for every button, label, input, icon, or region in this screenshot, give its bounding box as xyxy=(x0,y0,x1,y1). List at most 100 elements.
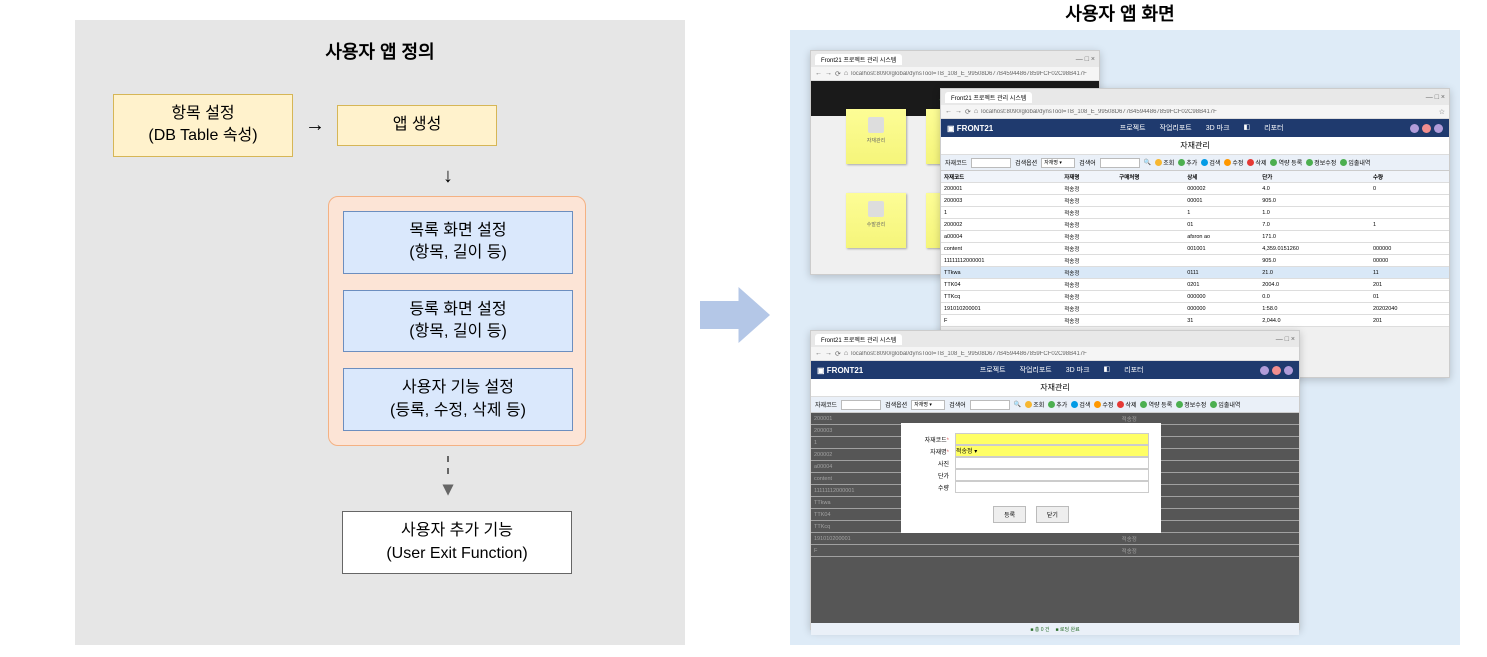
toolbar-button[interactable]: 역량 등록 xyxy=(1270,158,1302,167)
toolbar-button[interactable]: 검색 xyxy=(1071,400,1090,409)
table-row[interactable]: TTkwa적송정011121.011 xyxy=(941,267,1449,279)
browser-tab[interactable]: Front21 프로젝트 관리 시스템 xyxy=(945,92,1032,103)
window-controls[interactable]: — □ × xyxy=(1426,94,1445,101)
form-label: 단가 xyxy=(913,471,949,480)
toolbar-button[interactable]: 역량 등록 xyxy=(1140,400,1172,409)
column-header[interactable]: 상세 xyxy=(1184,171,1259,183)
field-search[interactable] xyxy=(1100,158,1140,168)
box-user-functions: 사용자 기능 설정 (등록, 수정, 삭제 등) xyxy=(343,368,573,431)
nav-back-icon[interactable]: ← xyxy=(815,350,822,357)
user-icon[interactable] xyxy=(1422,124,1431,133)
user-icon[interactable] xyxy=(1284,366,1293,375)
save-button[interactable]: 등록 xyxy=(993,506,1026,523)
field-option[interactable]: 자재명 ▾ xyxy=(911,400,945,410)
table-row[interactable]: 200002적송정017.01 xyxy=(941,219,1449,231)
right-panel-title: 사용자 앱 화면 xyxy=(970,0,1270,26)
box-line: (등록, 수정, 삭제 등) xyxy=(356,400,560,422)
nav-fwd-icon[interactable]: → xyxy=(825,350,832,357)
table-row[interactable]: 200003적송정00001905.0 xyxy=(941,195,1449,207)
field-code[interactable] xyxy=(841,400,881,410)
nav-item[interactable]: 프로젝트 xyxy=(1120,123,1146,133)
field-search[interactable] xyxy=(970,400,1010,410)
statusbar: ■ 총 0 건 ■ 로딩 완료 xyxy=(811,623,1299,635)
app-logo[interactable]: ▣ FRONT21 xyxy=(947,124,993,133)
nav-item[interactable]: 리포터 xyxy=(1264,123,1283,133)
nav-home-icon[interactable]: ⌂ xyxy=(974,108,978,115)
nav-home-icon[interactable]: ⌂ xyxy=(844,350,848,357)
toolbar-button[interactable]: 정보수정 xyxy=(1176,400,1206,409)
nav-item[interactable]: 작업리포트 xyxy=(1160,123,1192,133)
column-header[interactable]: 자재명 xyxy=(1061,171,1116,183)
nav-reload-icon[interactable]: ⟳ xyxy=(965,108,971,116)
nav-back-icon[interactable]: ← xyxy=(945,108,952,115)
label: 검색어 xyxy=(1079,158,1096,167)
form-input[interactable] xyxy=(955,433,1149,445)
column-header[interactable]: 수량 xyxy=(1370,171,1449,183)
table-row[interactable]: TTK04적송정02012004.0201 xyxy=(941,279,1449,291)
nav-item[interactable]: ◧ xyxy=(1244,123,1251,133)
toolbar-button[interactable]: 수정 xyxy=(1094,400,1113,409)
toolbar-button[interactable]: 삭제 xyxy=(1117,400,1136,409)
search-icon[interactable]: 🔍 xyxy=(1144,159,1151,166)
nav-home-icon[interactable]: ⌂ xyxy=(844,70,848,77)
nav-item[interactable]: 작업리포트 xyxy=(1020,365,1052,375)
app-sticky[interactable]: 수발관리 xyxy=(846,193,906,248)
nav-back-icon[interactable]: ← xyxy=(815,70,822,77)
table-row[interactable]: TTKcq적송정0000000.001 xyxy=(941,291,1449,303)
label: 검색옵션 xyxy=(885,400,907,409)
search-icon[interactable]: 🔍 xyxy=(1014,401,1021,408)
page-title: 자재관리 xyxy=(811,379,1299,397)
nav-item[interactable]: 3D 마크 xyxy=(1206,123,1230,133)
toolbar-button[interactable]: 검색 xyxy=(1201,158,1220,167)
table-row[interactable]: F적송정312,044.0201 xyxy=(941,315,1449,327)
table-row: 191010200001적송정 xyxy=(811,533,1299,545)
form-input[interactable] xyxy=(955,457,1149,469)
table-row[interactable]: 200001적송정0000024.00 xyxy=(941,183,1449,195)
window-controls[interactable]: — □ × xyxy=(1076,56,1095,63)
column-header[interactable]: 자재코드 xyxy=(941,171,1061,183)
user-icon[interactable] xyxy=(1434,124,1443,133)
table-row[interactable]: content적송정0010014,359.0151260000000 xyxy=(941,243,1449,255)
toolbar-button[interactable]: 입출내역 xyxy=(1210,400,1240,409)
table-row[interactable]: a00004적송정afsron ao171.0 xyxy=(941,231,1449,243)
nav-item[interactable]: 3D 마크 xyxy=(1066,365,1090,375)
table-row[interactable]: 11111112000001적송정905.000000 xyxy=(941,255,1449,267)
form-input[interactable]: 적송정 ▾ xyxy=(955,445,1149,457)
user-icon[interactable] xyxy=(1410,124,1419,133)
close-button[interactable]: 닫기 xyxy=(1036,506,1069,523)
nav-fwd-icon[interactable]: → xyxy=(955,108,962,115)
table-row[interactable]: 191010200001적송정0000001:58.020202040 xyxy=(941,303,1449,315)
toolbar-button[interactable]: 조회 xyxy=(1155,158,1174,167)
toolbar-button[interactable]: 수정 xyxy=(1224,158,1243,167)
address-url[interactable]: localhost:8090/global/dynsTool=TB_108_E_… xyxy=(851,71,1095,77)
nav-item[interactable]: ◧ xyxy=(1104,365,1111,375)
nav-item[interactable]: 리포터 xyxy=(1124,365,1143,375)
toolbar-button[interactable]: 추가 xyxy=(1178,158,1197,167)
address-url[interactable]: localhost:8090/global/dynsTool=TB_108_E_… xyxy=(981,109,1436,115)
toolbar-button[interactable]: 입출내역 xyxy=(1340,158,1370,167)
browser-tab[interactable]: Front21 프로젝트 관리 시스템 xyxy=(815,334,902,345)
star-icon[interactable]: ☆ xyxy=(1439,108,1445,116)
nav-item[interactable]: 프로젝트 xyxy=(980,365,1006,375)
user-icon[interactable] xyxy=(1260,366,1269,375)
column-header[interactable]: 구매처명 xyxy=(1116,171,1184,183)
nav-reload-icon[interactable]: ⟳ xyxy=(835,350,841,358)
field-code[interactable] xyxy=(971,158,1011,168)
window-controls[interactable]: — □ × xyxy=(1276,336,1295,343)
table-row[interactable]: 1적송정11.0 xyxy=(941,207,1449,219)
form-input[interactable] xyxy=(955,469,1149,481)
browser-tab[interactable]: Front21 프로젝트 관리 시스템 xyxy=(815,54,902,65)
user-icon[interactable] xyxy=(1272,366,1281,375)
app-logo[interactable]: ▣ FRONT21 xyxy=(817,366,863,375)
toolbar-button[interactable]: 조회 xyxy=(1025,400,1044,409)
form-input[interactable] xyxy=(955,481,1149,493)
app-sticky[interactable]: 자재관리 xyxy=(846,109,906,164)
address-url[interactable]: localhost:8090/global/dynsTool=TB_108_E_… xyxy=(851,351,1295,357)
toolbar-button[interactable]: 정보수정 xyxy=(1306,158,1336,167)
column-header[interactable]: 단가 xyxy=(1259,171,1370,183)
nav-fwd-icon[interactable]: → xyxy=(825,70,832,77)
toolbar-button[interactable]: 삭제 xyxy=(1247,158,1266,167)
nav-reload-icon[interactable]: ⟳ xyxy=(835,70,841,78)
field-option[interactable]: 자재명 ▾ xyxy=(1041,158,1075,168)
toolbar-button[interactable]: 추가 xyxy=(1048,400,1067,409)
